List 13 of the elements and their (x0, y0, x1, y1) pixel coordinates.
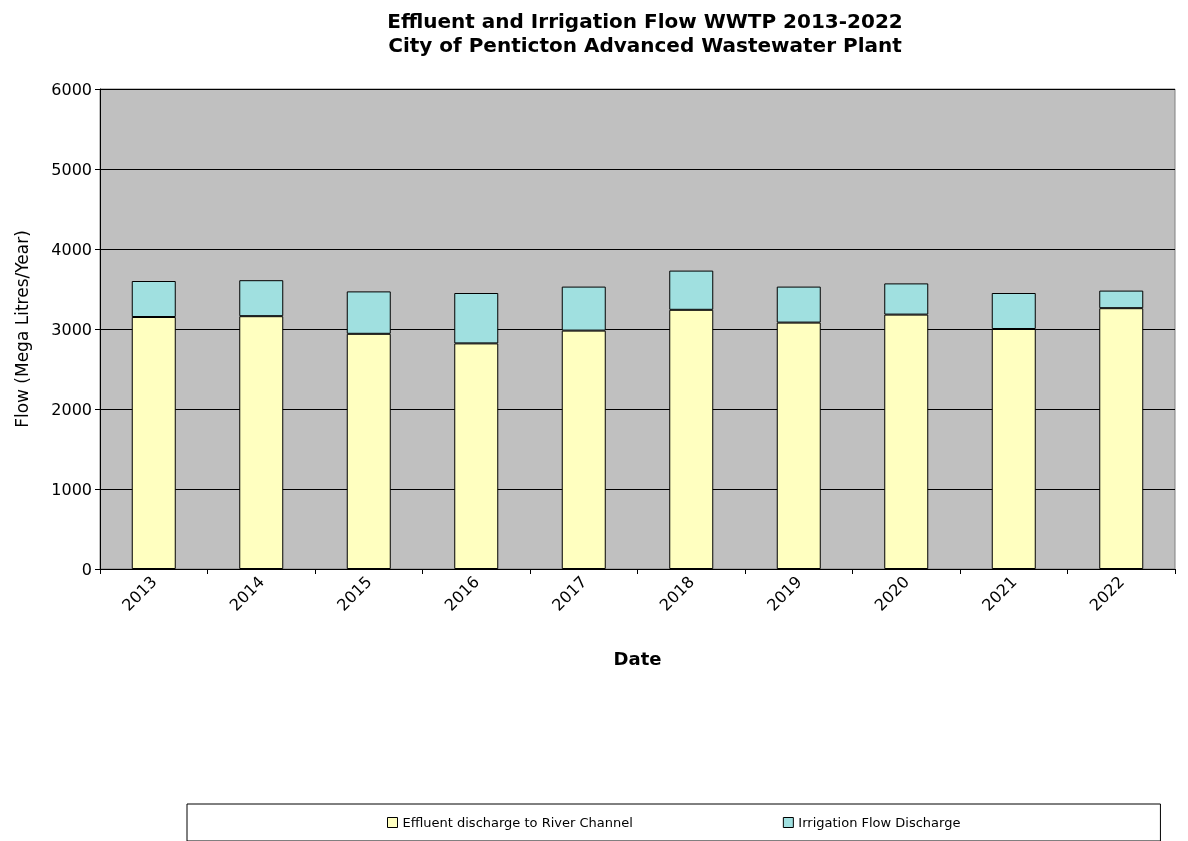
y-tick-label: 3000 (51, 319, 92, 339)
y-tick-label: 2000 (51, 399, 92, 419)
y-tick-label: 0 (81, 559, 92, 579)
y-tick-label: 5000 (51, 159, 92, 179)
chart-title: Effluent and Irrigation Flow WWTP 2013-2022 (387, 9, 903, 33)
y-tick-label: 6000 (51, 79, 92, 99)
legend-label: Effluent discharge to River Channel (402, 815, 633, 830)
x-axis-title: Date (613, 647, 662, 669)
legend-label: Irrigation Flow Discharge (798, 815, 961, 830)
y-tick-label: 1000 (51, 479, 92, 499)
y-axis-title: Flow (Mega Litres/Year) (11, 230, 32, 428)
chart-subtitle: City of Penticton Advanced Wastewater Plant (388, 33, 903, 57)
y-tick-label: 4000 (51, 239, 92, 259)
